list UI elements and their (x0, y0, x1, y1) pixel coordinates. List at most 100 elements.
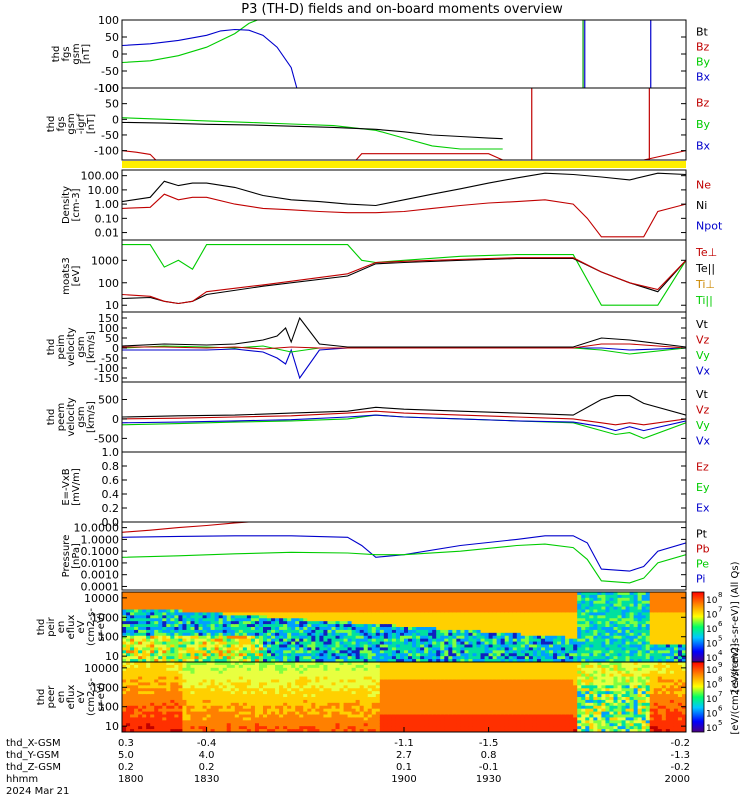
heatmap-cell (464, 606, 470, 611)
series-Bx (122, 28, 298, 88)
heatmap-cell (218, 705, 224, 710)
heatmap-cell (315, 679, 320, 684)
heatmap-cell (343, 679, 349, 684)
heatmap-cell (311, 670, 316, 675)
heatmap-cell (275, 612, 280, 616)
heatmap-cell (238, 702, 244, 707)
heatmap-cell (432, 656, 437, 660)
heatmap-cell (246, 714, 252, 719)
heatmap-cell (178, 600, 184, 605)
heatmap-cell (142, 723, 147, 727)
heatmap-cell (130, 606, 135, 611)
heatmap-cell (601, 600, 607, 605)
heatmap-cell (484, 635, 490, 640)
heatmap-cell (524, 603, 530, 608)
heatmap-cell (319, 679, 325, 684)
heatmap-cell (577, 621, 582, 625)
heatmap-cell (291, 644, 296, 649)
heatmap-cell (319, 664, 325, 669)
heatmap-cell (609, 644, 615, 649)
heatmap-cell (174, 699, 179, 704)
heatmap-cell (146, 723, 151, 727)
colorbar-tick: 10 (706, 625, 718, 635)
heatmap-cell (283, 688, 288, 692)
heatmap-cell (122, 618, 127, 622)
heatmap-cell (291, 670, 296, 675)
heatmap-cell (295, 659, 300, 662)
heatmap-cell (250, 676, 256, 681)
heatmap-cell (464, 597, 470, 602)
colorbar-tick: 10 (706, 596, 718, 606)
heatmap-cell (613, 615, 619, 619)
heatmap-cell (254, 664, 260, 669)
heatmap-cell (158, 662, 163, 666)
heatmap-cell (311, 653, 316, 657)
heatmap-cell (295, 679, 300, 684)
heatmap-cell (452, 597, 457, 602)
heatmap-cell (246, 723, 252, 727)
heatmap-cell (315, 664, 320, 669)
heatmap-cell (222, 647, 228, 651)
heatmap-cell (339, 667, 345, 672)
heatmap-cell (178, 714, 184, 719)
heatmap-cell (520, 609, 526, 614)
heatmap-cell (146, 702, 151, 707)
heatmap-cell (335, 679, 341, 684)
heatmap-cell (242, 629, 248, 634)
heatmap-cell (142, 705, 147, 710)
heatmap-cell (186, 723, 192, 727)
heatmap-cell (138, 717, 143, 721)
heatmap-cell (399, 603, 405, 608)
heatmap-cell (665, 615, 671, 619)
heatmap-cell (387, 597, 393, 602)
heatmap-cell (355, 659, 361, 662)
heatmap-cell (186, 612, 192, 616)
heatmap-cell (416, 656, 421, 660)
heatmap-cell (371, 618, 377, 622)
heatmap-cell (504, 612, 510, 616)
heatmap-cell (291, 676, 296, 681)
heatmap-cell (553, 635, 558, 640)
heatmap-cell (532, 659, 538, 662)
heatmap-cell (198, 609, 204, 614)
heatmap-cell (589, 632, 594, 637)
heatmap-cell (194, 594, 200, 599)
heatmap-cell (315, 641, 320, 646)
heatmap-cell (295, 711, 300, 716)
heatmap-cell (577, 612, 582, 616)
heatmap-cell (186, 635, 192, 640)
heatmap-cell (210, 638, 216, 643)
heatmap-cell (327, 632, 333, 637)
heatmap-cell (480, 656, 486, 660)
heatmap-cell (246, 600, 252, 605)
series-Vy (122, 345, 686, 355)
heatmap-cell (303, 656, 308, 660)
heatmap-cell (387, 653, 393, 657)
heatmap-cell (561, 638, 566, 643)
heatmap-cell (222, 667, 228, 672)
heatmap-cell (198, 600, 204, 605)
heatmap-cell (238, 676, 244, 681)
heatmap-cell (681, 618, 686, 622)
heatmap-cell (585, 656, 590, 660)
heatmap-cell (182, 723, 188, 727)
heatmap-cell (291, 685, 296, 689)
heatmap-cell (134, 720, 139, 724)
heatmap-cell (633, 653, 639, 657)
heatmap-cell (601, 597, 607, 602)
heatmap-cell (601, 624, 607, 628)
heatmap-cell (536, 632, 542, 637)
heatmap-cell (387, 609, 393, 614)
heatmap-cell (391, 659, 397, 662)
heatmap-cell (154, 682, 159, 686)
heatmap-cell (182, 726, 188, 730)
heatmap-cell (210, 705, 216, 710)
heatmap-cell (162, 702, 167, 707)
heatmap-cell (186, 670, 192, 675)
heatmap-cell (206, 650, 212, 654)
heatmap-cell (150, 717, 155, 721)
heatmap-cell (150, 638, 155, 643)
heatmap-cell (516, 600, 522, 605)
heatmap-cell (291, 697, 296, 701)
heatmap-cell (142, 597, 147, 602)
